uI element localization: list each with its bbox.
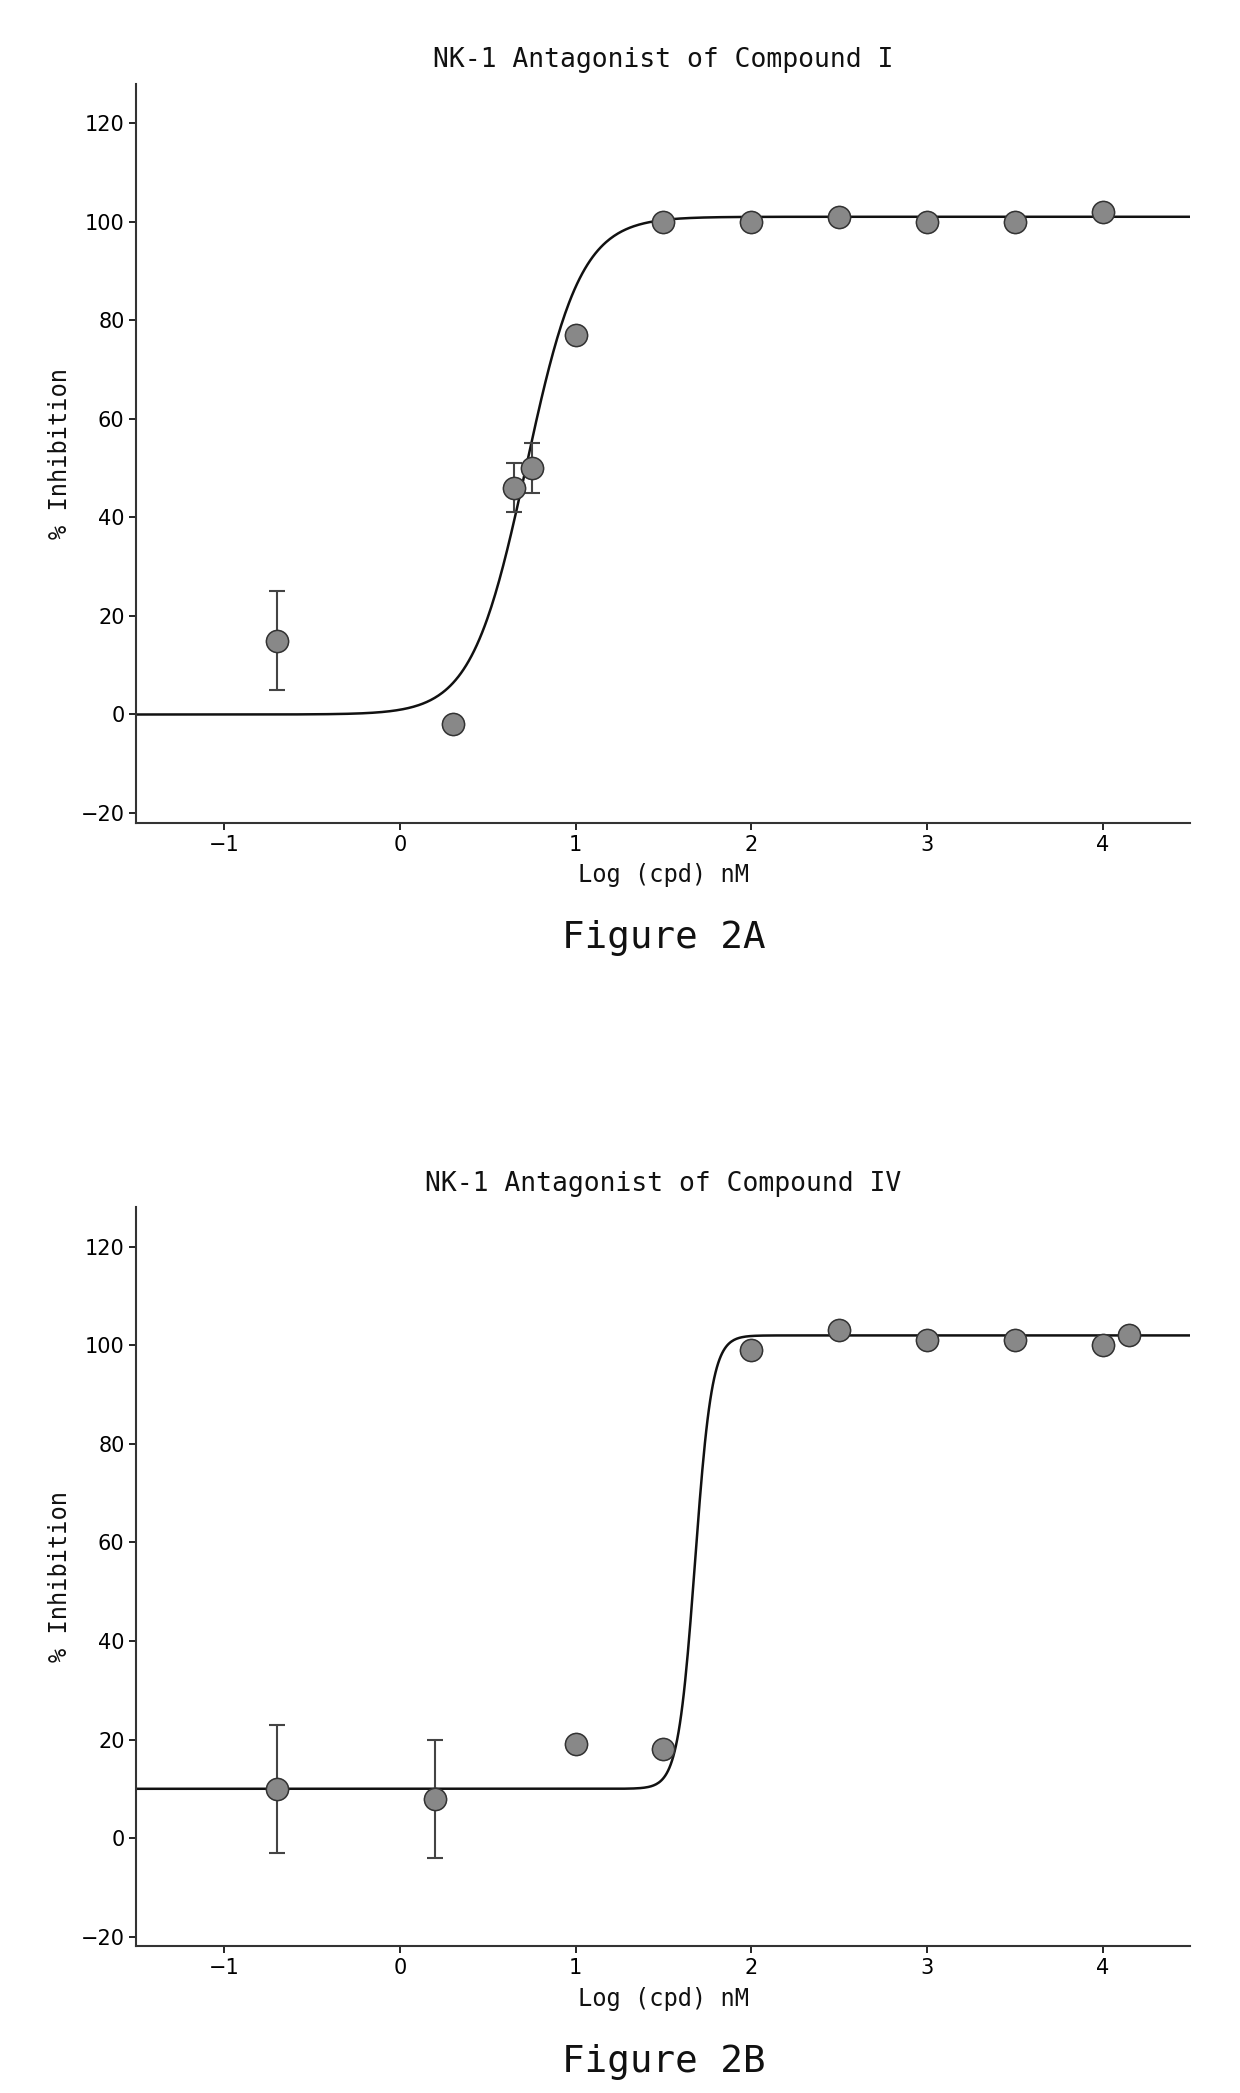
Y-axis label: % Inhibition: % Inhibition — [48, 368, 72, 538]
Text: Figure 2B: Figure 2B — [562, 2043, 765, 2080]
Y-axis label: % Inhibition: % Inhibition — [48, 1492, 72, 1662]
Title: NK-1 Antagonist of Compound IV: NK-1 Antagonist of Compound IV — [425, 1170, 901, 1197]
X-axis label: Log (cpd) nM: Log (cpd) nM — [578, 862, 749, 887]
X-axis label: Log (cpd) nM: Log (cpd) nM — [578, 1986, 749, 2011]
Title: NK-1 Antagonist of Compound I: NK-1 Antagonist of Compound I — [433, 46, 894, 73]
Text: Figure 2A: Figure 2A — [562, 921, 765, 957]
